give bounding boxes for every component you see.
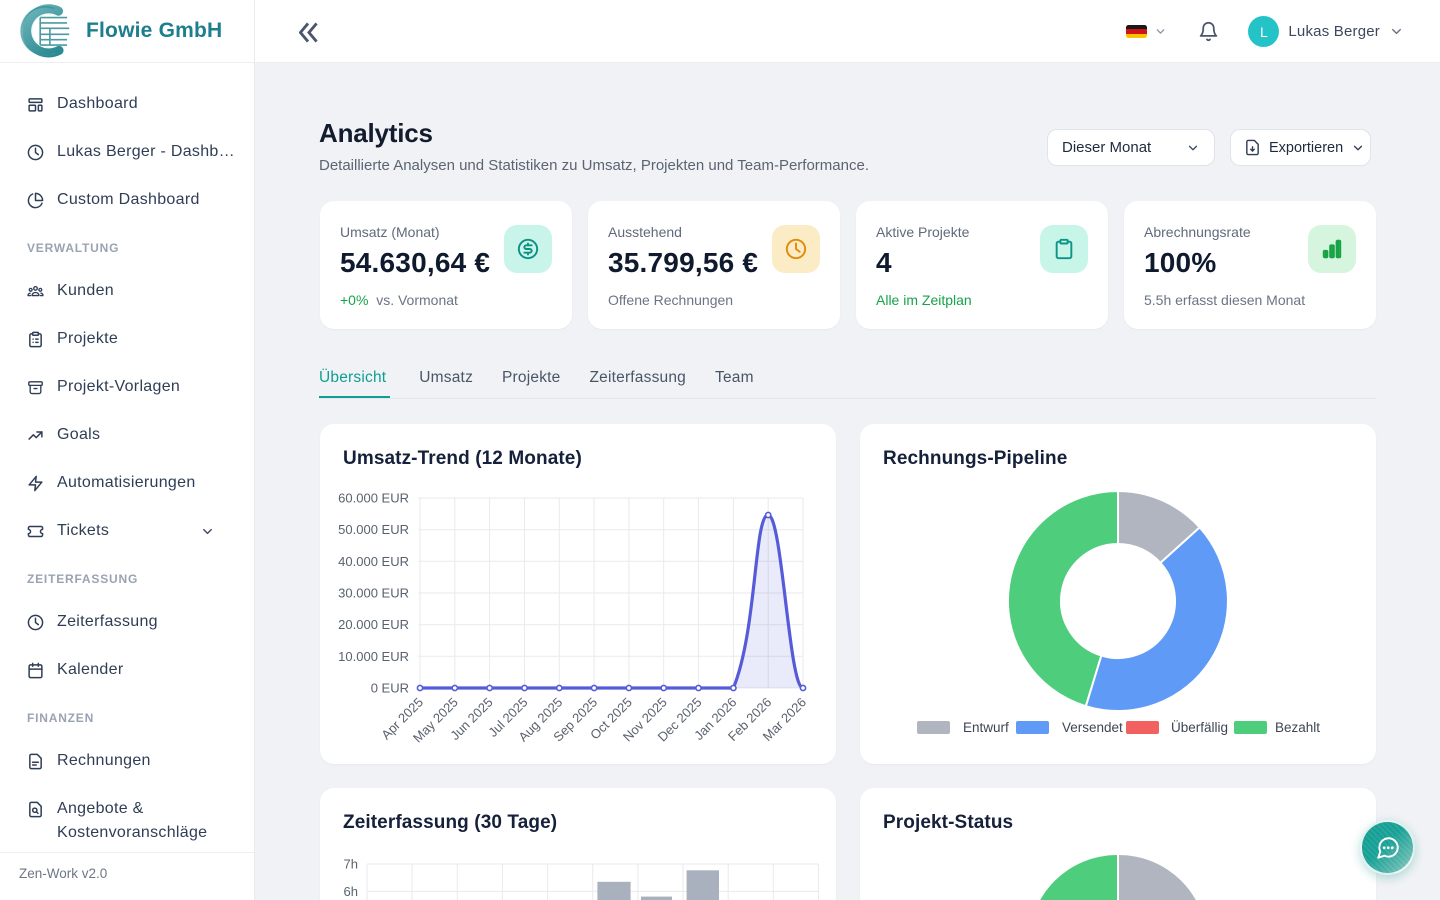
svg-text:10.000 EUR: 10.000 EUR xyxy=(338,649,409,664)
svg-text:30.000 EUR: 30.000 EUR xyxy=(338,586,409,601)
svg-text:Überfällig: Überfällig xyxy=(1171,720,1228,735)
svg-text:50.000 EUR: 50.000 EUR xyxy=(338,522,409,537)
svg-text:Versendet: Versendet xyxy=(1062,720,1123,735)
svg-text:Bezahlt: Bezahlt xyxy=(1275,720,1320,735)
svg-text:6h: 6h xyxy=(344,884,358,899)
svg-text:0 EUR: 0 EUR xyxy=(371,681,409,696)
svg-text:60.000 EUR: 60.000 EUR xyxy=(338,491,409,506)
svg-text:20.000 EUR: 20.000 EUR xyxy=(338,617,409,632)
svg-text:40.000 EUR: 40.000 EUR xyxy=(338,554,409,569)
svg-text:7h: 7h xyxy=(344,857,358,872)
svg-text:Entwurf: Entwurf xyxy=(963,720,1009,735)
